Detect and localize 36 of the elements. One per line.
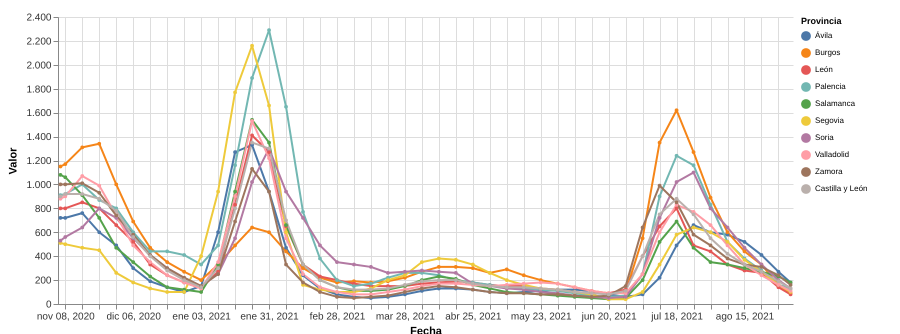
x-tick-label: abr 25, 2021 <box>445 312 502 322</box>
x-tick-label: feb 28, 2021 <box>310 312 366 322</box>
y-tick-label: 1.400 <box>26 132 52 144</box>
x-tick-label: ene 03, 2021 <box>172 312 232 322</box>
x-tick-label: dic 06, 2020 <box>106 312 162 322</box>
y-tick-label: 1.800 <box>26 84 52 96</box>
x-tick-label: mar 28, 2021 <box>376 312 436 322</box>
y-tick-label: 400 <box>34 252 52 263</box>
legend-label: Palencia <box>815 82 846 91</box>
y-tick-label: 200 <box>34 276 52 287</box>
y-tick-label: 600 <box>34 228 52 239</box>
y-tick-label: 800 <box>34 204 52 215</box>
legend-label: Valladolid <box>815 150 850 159</box>
y-tick-label: 2.200 <box>26 36 52 48</box>
legend-label: León <box>815 65 833 74</box>
legend-label: Zamora <box>815 167 844 176</box>
y-tick-label: 2.000 <box>26 60 52 72</box>
y-axis-title: Valor <box>7 146 20 174</box>
x-tick-label: ene 31, 2021 <box>240 312 300 322</box>
legend-label: Salamanca <box>815 99 856 108</box>
legend-label: Castilla y León <box>815 184 868 193</box>
y-tick-label: 1.600 <box>26 108 52 120</box>
x-tick-label: nov 08, 2020 <box>36 312 96 322</box>
y-tick-label: 1.000 <box>26 180 52 191</box>
y-tick-label: 1.200 <box>26 156 52 167</box>
legend-title: Provincia <box>801 16 843 26</box>
x-tick-label: ago 15, 2021 <box>716 312 775 322</box>
x-tick-label: jul 18, 2021 <box>650 312 704 322</box>
x-tick-label: jun 20, 2021 <box>580 312 638 322</box>
legend-label: Ávila <box>815 31 833 40</box>
x-tick-label: may 23, 2021 <box>510 312 572 322</box>
y-tick-label: 0 <box>46 300 52 310</box>
y-tick-label: 2.400 <box>26 12 52 24</box>
legend-label: Segovia <box>815 116 844 125</box>
legend-label: Burgos <box>815 48 840 57</box>
legend-label: Soria <box>815 133 834 142</box>
